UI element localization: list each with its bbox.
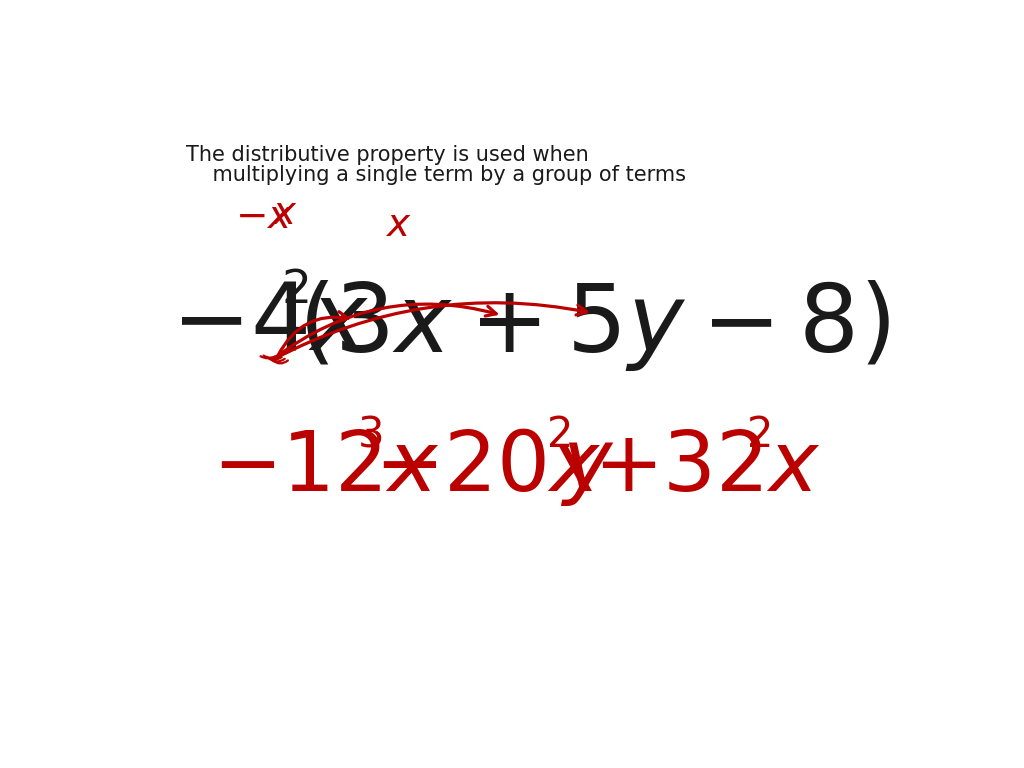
Text: $-4x$: $-4x$ [171,278,369,369]
Text: $3$: $3$ [356,414,382,456]
Text: $(3x + 5y - 8)$: $(3x + 5y - 8)$ [299,278,890,373]
Text: $2$: $2$ [746,414,771,456]
Text: $\mathit{x}$: $\mathit{x}$ [271,194,298,232]
Text: $+ 32x$: $+ 32x$ [593,427,821,508]
Text: $- 20x$: $- 20x$ [375,427,602,508]
Text: The distributive property is used when: The distributive property is used when [186,144,589,164]
Text: $\mathit{-x}$: $\mathit{-x}$ [234,198,293,236]
Text: $y$: $y$ [560,427,614,508]
Text: $\mathit{x}$: $\mathit{x}$ [385,206,412,243]
Text: $2$: $2$ [282,267,309,313]
Text: multiplying a single term by a group of terms: multiplying a single term by a group of … [186,165,686,185]
Text: $2$: $2$ [547,414,570,456]
Text: $-12x$: $-12x$ [212,427,439,508]
